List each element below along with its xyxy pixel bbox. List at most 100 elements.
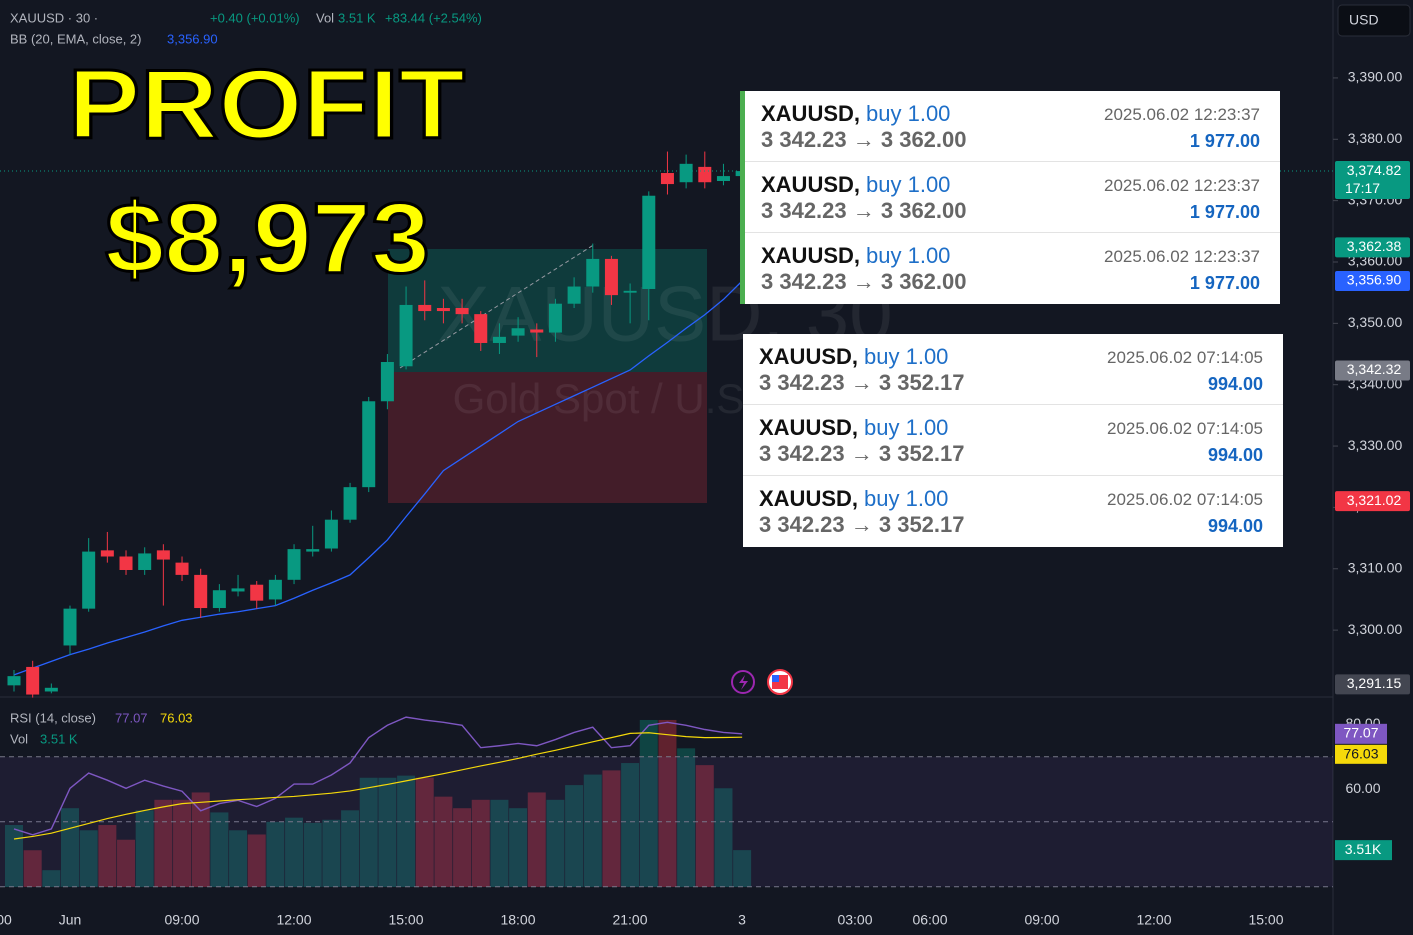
volume-bar [23, 850, 42, 887]
indicator-value: 3,356.90 [167, 31, 218, 46]
x-tick-label: 12:00 [1136, 912, 1171, 928]
rsi-value: 77.07 [115, 710, 148, 725]
volume-value: 3.51 K [40, 731, 78, 746]
trade-row: XAUUSD, buy 1.00 2025.06.02 12:23:37 3 342.… [745, 162, 1280, 233]
rsi-badge [1335, 723, 1387, 744]
candle-body [455, 308, 469, 315]
volume-bar [509, 808, 528, 887]
price-badge [1335, 674, 1410, 695]
volume-bar [359, 777, 378, 887]
candle-body [511, 328, 525, 336]
trade-prices: 3 342.23 → 3 352.17 [759, 441, 965, 466]
y-tick-label: 3,310.00 [1348, 559, 1403, 575]
price-badge [1335, 271, 1410, 292]
volume-bar [5, 825, 23, 887]
rsi-ma-line [13, 732, 743, 840]
trade-time: 2025.06.02 07:14:05 [1107, 490, 1263, 509]
trade-prices: 3 342.23 → 3 362.00 [761, 269, 967, 294]
candle-body [119, 556, 133, 570]
trade-symbol: XAUUSD, buy 1.00 [761, 172, 950, 198]
y-tick-label: 3,380.00 [1348, 130, 1403, 146]
volume-bar [79, 830, 98, 887]
volume-bar [378, 777, 397, 887]
rsi-ma-value: 76.03 [160, 710, 193, 725]
y-tick-label: 3,350.00 [1348, 314, 1403, 330]
currency-button[interactable] [1337, 4, 1411, 37]
volume-bar [714, 788, 733, 887]
volume-bar [98, 825, 117, 887]
candle-body [362, 401, 376, 488]
volume-bar [639, 719, 658, 887]
volume-bar [341, 810, 360, 887]
candle-body [474, 314, 488, 343]
price-badge-label: 3,291.15 [1347, 675, 1402, 691]
trade-side: buy 1.00 [866, 101, 951, 126]
volume-bar [210, 812, 229, 887]
event-bolt [739, 675, 748, 690]
volume-bar [322, 819, 341, 887]
indicator-line [13, 280, 743, 676]
trade-side: buy 1.00 [866, 172, 951, 197]
trade-row: XAUUSD, buy 1.00 2025.06.02 07:14:05 3 342.… [743, 334, 1283, 405]
vol-value: 3.51 K [338, 10, 376, 25]
volume-badge-label: 3.51K [1345, 841, 1382, 857]
candle-body [212, 590, 226, 609]
trade-symbol-text: XAUUSD, [761, 172, 861, 197]
x-tick-label: 09:00 [164, 912, 199, 928]
trade-side: buy 1.00 [866, 243, 951, 268]
candle-body [44, 687, 58, 692]
price-badge-label: 3,374.82 [1347, 162, 1402, 178]
volume-bar [42, 870, 61, 887]
trade-row: XAUUSD, buy 1.00 2025.06.02 12:23:37 3 342.… [745, 233, 1280, 304]
candle-body [380, 361, 394, 402]
volume-bar [527, 792, 546, 887]
trade-prices: 3 342.23 → 3 362.00 [761, 127, 967, 152]
trade-profit: 994.00 [1207, 445, 1263, 465]
volume-bar [415, 777, 434, 887]
candle-body [604, 258, 618, 296]
flag-canton [772, 675, 779, 682]
volume-bar [434, 796, 453, 887]
price-badge [1335, 237, 1410, 258]
volume-badge [1335, 840, 1392, 861]
candle-body [250, 584, 264, 601]
candle-body [399, 304, 413, 367]
volume-bar [154, 799, 173, 887]
trade-row: XAUUSD, buy 1.00 2025.06.02 12:23:37 3 342.… [745, 91, 1280, 162]
volume-bar [602, 770, 621, 887]
trade-time: 2025.06.02 12:23:37 [1104, 247, 1260, 266]
volume-bar [621, 763, 640, 887]
candle-body [287, 549, 301, 580]
candle-body [567, 286, 581, 304]
x-tick-label: 09:00 [1024, 912, 1059, 928]
candle-body [194, 574, 208, 609]
candle-body [231, 588, 245, 592]
indicator-label: BB (20, EMA, close, 2) [10, 31, 142, 46]
trade-time: 2025.06.02 07:14:05 [1107, 348, 1263, 367]
candle-body [623, 290, 637, 293]
y-tick-label: 3,300.00 [1348, 621, 1403, 637]
volume-bar [135, 810, 154, 887]
price-badge [1335, 491, 1410, 512]
trade-group: XAUUSD, buy 1.00 2025.06.02 07:14:05 3 342.… [743, 334, 1283, 547]
volume-bar [229, 830, 248, 887]
price-badge [1335, 360, 1410, 381]
trade-prices: 3 342.23 → 3 352.17 [759, 512, 965, 537]
candle-body [418, 304, 432, 312]
price-badge-label: 3,356.90 [1347, 272, 1402, 288]
price-badge-time: 17:17 [1345, 180, 1380, 196]
trade-symbol-text: XAUUSD, [759, 486, 859, 511]
volume-bar [303, 822, 322, 887]
volume-bar [61, 808, 80, 887]
x-tick-label: 03:00 [837, 912, 872, 928]
change: +0.40 (+0.01%) [210, 10, 300, 25]
rsi-band-fill [0, 756, 1333, 887]
volume-bar [266, 821, 285, 887]
trade-symbol: XAUUSD, buy 1.00 [759, 486, 948, 512]
volume-bar [695, 765, 714, 887]
trade-symbol: XAUUSD, buy 1.00 [759, 415, 948, 441]
trade-time: 2025.06.02 12:23:37 [1104, 176, 1260, 195]
price-badge-label: 3,321.02 [1347, 492, 1402, 508]
trade-symbol-text: XAUUSD, [759, 344, 859, 369]
currency[interactable]: USD [1349, 12, 1379, 28]
